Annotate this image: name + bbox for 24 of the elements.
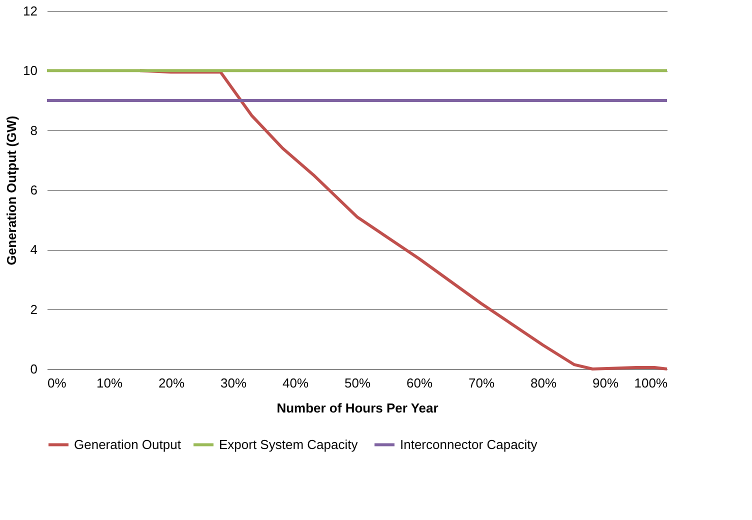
x-tick-label: 10% xyxy=(96,376,123,390)
x-tick-label: 0% xyxy=(48,376,67,390)
y-tick-label: 6 xyxy=(30,182,38,198)
y-tick-label: 2 xyxy=(30,302,38,317)
x-tick-label: 80% xyxy=(530,376,557,390)
legend-label: Export System Capacity xyxy=(219,436,358,452)
x-tick-label: 90% xyxy=(592,376,619,390)
x-tick-label: 60% xyxy=(406,376,433,390)
y-tick-label: 12 xyxy=(23,4,38,18)
x-tick-label: 40% xyxy=(282,376,309,390)
x-tick-label: 50% xyxy=(344,376,371,390)
x-tick-label: 100% xyxy=(634,376,668,390)
x-tick-label: 30% xyxy=(220,376,247,390)
legend-label: Interconnector Capacity xyxy=(400,436,538,452)
legend-label: Generation Output xyxy=(74,436,182,452)
line-series xyxy=(138,69,668,370)
y-tick-label: 0 xyxy=(30,362,38,376)
y-axis-title: Generation Output (GW) xyxy=(4,116,20,266)
x-axis-title: Number of Hours Per Year xyxy=(276,400,438,416)
y-tick-label: 4 xyxy=(30,242,38,258)
x-tick-label: 70% xyxy=(468,376,495,390)
y-tick-label: 10 xyxy=(23,63,38,78)
x-tick-label: 20% xyxy=(158,376,185,390)
y-tick-label: 8 xyxy=(30,122,38,138)
